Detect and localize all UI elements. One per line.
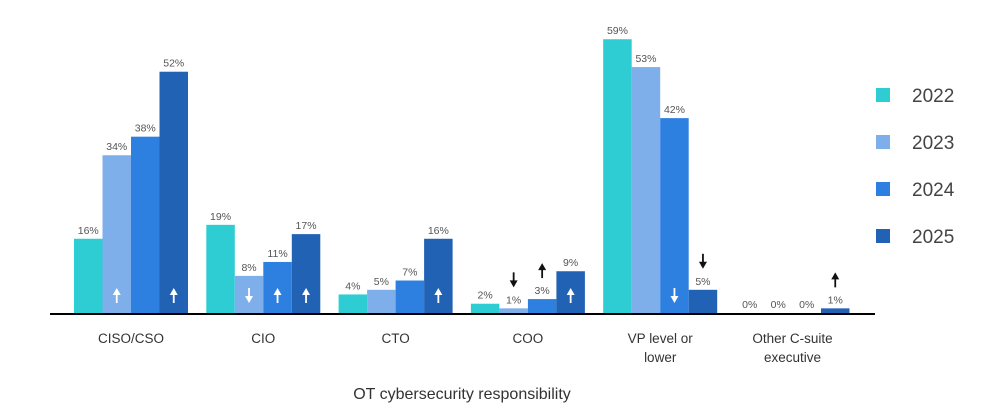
bar-2025-0 [159, 71, 188, 313]
value-label-2024-2: 7% [402, 267, 417, 279]
category-label-0-line-0: CISO/CSO [98, 331, 164, 346]
bar-2022-1 [206, 224, 235, 313]
category-labels-group: CISO/CSO CIO CTO COO VP level or lower Other C… [98, 331, 833, 365]
category-label-2-line-0: CTO [381, 331, 409, 346]
bar-2024-2 [395, 280, 425, 313]
bar-2022-2 [338, 294, 368, 313]
value-label-2024-1: 11% [267, 248, 287, 260]
trend-arrow-up-2024-1 [273, 288, 282, 303]
trend-arrows-group [112, 253, 840, 303]
trend-arrow-down-2023-1 [245, 288, 254, 303]
trend-arrow-down-2024-4 [670, 288, 679, 303]
value-label-2024-4: 42% [664, 104, 685, 116]
value-label-2023-2: 5% [374, 276, 389, 288]
value-label-2022-2: 4% [345, 280, 360, 292]
trend-arrow-up-2025-1 [302, 288, 311, 303]
legend-label-2022: 2022 [912, 86, 954, 107]
legend: 2022 2023 2024 2025 [876, 86, 955, 248]
legend-swatch-2023 [876, 135, 890, 149]
bar-2024-3 [527, 299, 557, 313]
trend-arrow-up-2023-0 [112, 288, 121, 303]
bar-2023-3 [499, 308, 528, 313]
bar-2024-4 [660, 118, 689, 314]
value-label-2025-3: 9% [563, 257, 578, 269]
trend-arrow-down-2025-4 [698, 253, 707, 269]
bar-2024-0 [131, 136, 160, 313]
value-label-2023-0: 34% [106, 141, 127, 153]
value-label-2023-4: 53% [635, 53, 656, 65]
trend-arrow-up-2025-0 [169, 288, 178, 303]
trend-arrow-up-2024-3 [538, 263, 547, 279]
value-label-2023-1: 8% [241, 262, 256, 274]
value-label-2022-4: 59% [607, 25, 628, 37]
bar-2023-2 [367, 289, 396, 313]
category-label-4-line-1: lower [644, 350, 677, 365]
value-label-2024-0: 38% [135, 123, 156, 135]
bar-2022-4 [603, 39, 632, 314]
legend-label-2024: 2024 [912, 180, 955, 201]
value-label-2022-5: 0% [742, 299, 757, 311]
legend-swatch-2022 [876, 88, 890, 102]
bar-2022-3 [470, 303, 500, 313]
value-label-2025-1: 17% [296, 220, 317, 232]
bar-2023-4 [631, 67, 661, 313]
legend-label-2023: 2023 [912, 133, 954, 154]
bar-2023-0 [102, 155, 131, 313]
value-label-2022-0: 16% [78, 225, 99, 237]
value-label-2025-0: 52% [163, 58, 184, 70]
category-label-3-line-0: COO [513, 331, 544, 346]
value-labels-group: 16% 34% 38% 52% 19% 8% 11% 17% 4% 5% 7% 16% 2% 1% 3% 9%… [78, 25, 843, 311]
value-label-2024-5: 0% [799, 299, 814, 311]
value-label-2022-3: 2% [478, 290, 493, 302]
value-label-2025-4: 5% [695, 276, 710, 288]
value-label-2023-5: 0% [771, 299, 786, 311]
trend-arrow-up-2025-2 [434, 288, 443, 303]
trend-arrow-up-2025-5 [831, 272, 840, 288]
category-label-5-line-1: executive [764, 350, 821, 365]
bar-2024-1 [263, 261, 292, 313]
value-label-2024-3: 3% [535, 285, 550, 297]
legend-swatch-2024 [876, 182, 890, 196]
bar-2025-4 [688, 289, 718, 313]
trend-arrow-down-2023-3 [509, 272, 518, 288]
category-label-1-line-0: CIO [251, 331, 275, 346]
value-label-2025-5: 1% [828, 294, 843, 306]
value-label-2025-2: 16% [428, 225, 449, 237]
legend-swatch-2025 [876, 229, 890, 243]
category-label-5-line-0: Other C-suite [752, 331, 832, 346]
legend-label-2025: 2025 [912, 227, 954, 248]
bars-group [74, 39, 850, 314]
x-axis-title: OT cybersecurity responsibility [353, 386, 571, 403]
bar-2022-0 [74, 238, 103, 313]
value-label-2022-1: 19% [210, 211, 231, 223]
value-label-2023-3: 1% [506, 294, 521, 306]
category-label-4-line-0: VP level or [628, 331, 694, 346]
bar-2025-5 [821, 308, 850, 313]
trend-arrow-up-2025-3 [566, 288, 575, 303]
